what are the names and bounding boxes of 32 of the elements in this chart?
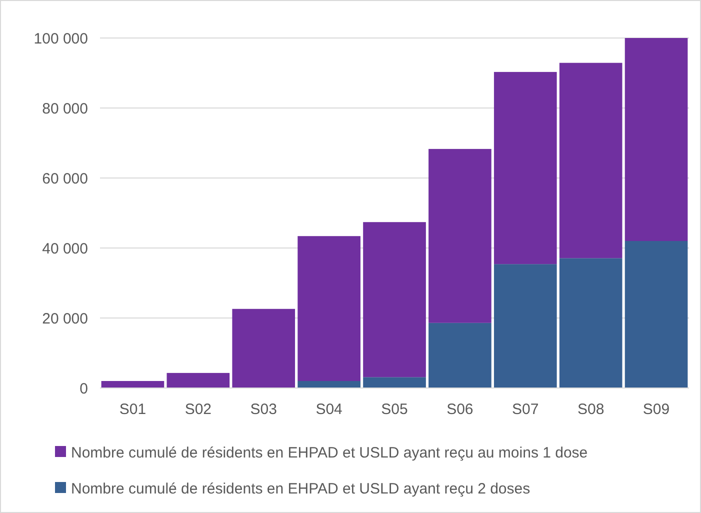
bar bbox=[232, 308, 296, 388]
y-tick-label: 80 000 bbox=[42, 100, 88, 118]
bar bbox=[298, 381, 360, 388]
legend-label: Nombre cumulé de résidents en EHPAD et USLD ayant reçu 2 doses bbox=[71, 480, 530, 498]
x-tick-label: S02 bbox=[184, 401, 212, 418]
x-tick-label: S07 bbox=[512, 401, 539, 418]
y-tick-label: 100 000 bbox=[34, 30, 88, 48]
x-tick-label: S08 bbox=[577, 401, 604, 418]
bar bbox=[298, 236, 360, 381]
bar bbox=[559, 62, 622, 258]
bar bbox=[428, 148, 492, 323]
y-tick-label: 0 bbox=[80, 380, 88, 398]
y-tick-label: 40 000 bbox=[42, 240, 88, 258]
bar bbox=[101, 381, 164, 388]
x-tick-label: S03 bbox=[250, 401, 277, 418]
y-tick-label: 60 000 bbox=[42, 170, 88, 188]
x-tick-label: S01 bbox=[119, 401, 146, 418]
bar bbox=[494, 264, 557, 388]
x-tick-label: S04 bbox=[316, 401, 342, 418]
x-tick-label: S06 bbox=[446, 401, 474, 418]
bar bbox=[494, 72, 557, 264]
y-tick-label: 20 000 bbox=[42, 310, 88, 328]
bar bbox=[559, 258, 622, 388]
bar bbox=[363, 222, 426, 378]
bar bbox=[428, 322, 492, 388]
x-tick-label: S05 bbox=[381, 401, 408, 418]
bar bbox=[363, 377, 426, 388]
bar bbox=[166, 372, 230, 388]
bar bbox=[624, 241, 688, 388]
x-tick-label: S09 bbox=[642, 401, 670, 418]
legend-label: Nombre cumulé de résidents en EHPAD et USLD ayant reçu au moins 1 dose bbox=[71, 444, 588, 462]
bar bbox=[624, 38, 688, 241]
